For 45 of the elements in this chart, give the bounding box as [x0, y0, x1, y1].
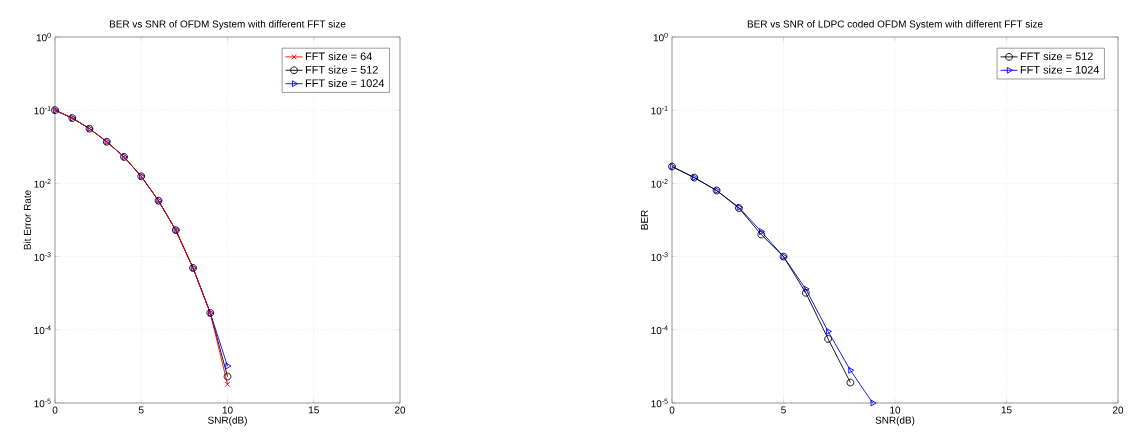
x-tick-label: 20 — [1112, 406, 1124, 414]
point — [846, 378, 855, 387]
x-tick-label: 15 — [1001, 406, 1012, 414]
x-tick-label: 5 — [138, 406, 144, 414]
x-tick-label: 20 — [394, 406, 406, 414]
point — [757, 230, 766, 239]
x-tick-label: 0 — [669, 406, 675, 414]
point — [225, 362, 232, 370]
x-tick-label: 0 — [52, 406, 58, 414]
y-tick-label: 10$^{-4}$ — [34, 325, 51, 335]
point — [848, 366, 855, 374]
legend-label: FFT size = 512 — [1020, 52, 1093, 61]
point — [759, 228, 766, 235]
point — [224, 381, 231, 388]
point — [870, 399, 877, 407]
legend-label: FFT size = 1024 — [305, 79, 385, 88]
y-tick-label: 10$^{0}$ — [36, 32, 51, 42]
point — [825, 328, 832, 335]
y-tick-label: 10$^{-2}$ — [34, 179, 51, 188]
y-tick-label: 10$^{-5}$ — [651, 398, 668, 408]
point — [801, 288, 810, 297]
y-tick-label: 10$^{-2}$ — [651, 179, 668, 188]
y-tick-label: 10$^{-5}$ — [34, 398, 51, 408]
y-axis-title: Bit Error Rate — [23, 190, 31, 250]
legend-label: FFT size = 1024 — [1020, 65, 1100, 74]
y-tick-label: 10$^{0}$ — [653, 32, 668, 42]
y-tick-label: 10$^{-4}$ — [651, 325, 668, 335]
chart-title: BER vs SNR of LDPC coded OFDM System with different FFT size — [747, 20, 1043, 30]
y-tick-label: 10$^{-3}$ — [34, 252, 51, 261]
legend-label: FFT size = 64 — [305, 52, 372, 61]
x-tick-label: 5 — [781, 406, 786, 414]
y-tick-label: 10$^{-1}$ — [34, 105, 51, 115]
y-tick-label: 10$^{-1}$ — [651, 105, 668, 115]
chart-title: BER vs SNR of OFDM System with different FFT size — [109, 20, 346, 30]
legend-label: FFT size = 512 — [305, 65, 378, 74]
y-axis-title: BER — [641, 210, 648, 230]
point — [824, 335, 832, 343]
y-tick-label: 10$^{-3}$ — [651, 252, 668, 261]
x-axis-title: SNR(dB) — [208, 416, 247, 426]
x-tick-label: 10 — [222, 406, 233, 414]
point — [223, 372, 232, 381]
x-axis-title: SNR(dB) — [875, 416, 915, 426]
point — [803, 285, 810, 293]
x-tick-label: 10 — [890, 406, 901, 414]
x-tick-label: 15 — [308, 406, 319, 414]
